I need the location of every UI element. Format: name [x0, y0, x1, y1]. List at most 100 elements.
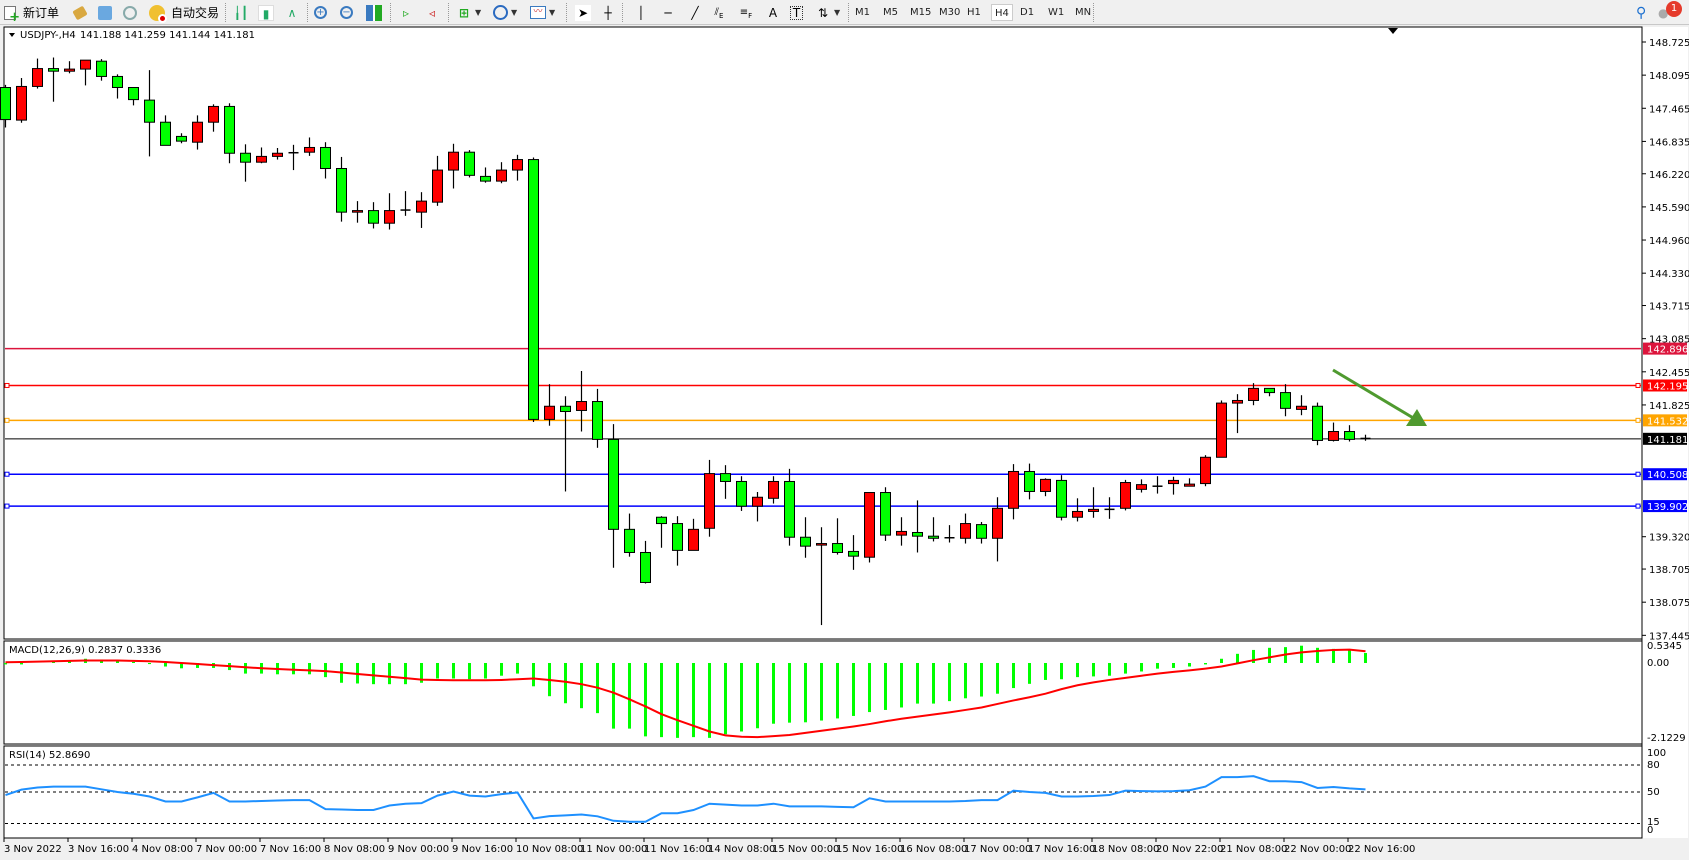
- candle: [944, 525, 955, 543]
- candle: [1168, 476, 1179, 495]
- periodicity-button[interactable]: ▼: [493, 3, 517, 22]
- timeframe-d1[interactable]: D1: [1020, 7, 1035, 18]
- level-price-label: 140.508: [1647, 470, 1688, 481]
- macd-tick-label: -2.1229: [1647, 733, 1686, 744]
- horizontal-line-button[interactable]: ─: [660, 3, 676, 22]
- level-price-label: 139.902: [1647, 502, 1688, 513]
- timeframe-mn[interactable]: MN: [1075, 7, 1092, 18]
- level-handle-right[interactable]: [1635, 471, 1641, 477]
- timeframe-m30[interactable]: M30: [939, 7, 961, 18]
- candle-body: [304, 146, 315, 153]
- candle: [16, 78, 27, 123]
- zoom-out-icon: −: [340, 6, 353, 19]
- horizontal-line-icon: ─: [664, 5, 672, 20]
- trendline-icon: ╱: [691, 5, 699, 20]
- candle: [128, 86, 139, 106]
- chevron-down-icon: ▼: [475, 8, 482, 17]
- price-tick-label: 148.725: [1649, 38, 1689, 49]
- zoom-in-button[interactable]: +: [314, 3, 327, 22]
- toolbar-separator: [566, 3, 567, 22]
- symbol-menu-icon[interactable]: [9, 33, 15, 37]
- candle: [1360, 434, 1371, 441]
- zoom-out-button[interactable]: −: [340, 3, 353, 22]
- candlestick-chart-button[interactable]: ▮: [258, 3, 274, 22]
- arrow-annotation[interactable]: [1332, 368, 1427, 426]
- bar-chart-button[interactable]: ╽┃: [233, 3, 249, 22]
- level-handle-right[interactable]: [1635, 417, 1641, 423]
- candle-body: [688, 528, 699, 551]
- candle-body: [16, 85, 27, 121]
- candle-body: [576, 401, 587, 411]
- chart-window[interactable]: 142.896 142.195 141.532 141.181 140.508 139.9…: [0, 25, 1689, 860]
- cursor-button[interactable]: ➤: [575, 3, 591, 22]
- candle: [224, 103, 235, 164]
- crosshair-button[interactable]: ┼: [600, 3, 616, 22]
- candle: [1296, 395, 1307, 416]
- timeframe-m15[interactable]: M15: [910, 7, 932, 18]
- equidistant-channel-button[interactable]: ⫽E: [711, 3, 727, 22]
- line-chart-button[interactable]: ∧: [284, 3, 300, 22]
- candle-body: [1136, 484, 1147, 490]
- market-watch-icon[interactable]: [72, 3, 88, 22]
- price-panel[interactable]: [3, 26, 1643, 640]
- candle: [112, 74, 123, 99]
- candle-body: [1056, 479, 1067, 518]
- candle-body: [448, 151, 459, 171]
- arrows-button[interactable]: ⇅ ▼: [815, 3, 840, 22]
- chart-shift-marker[interactable]: [1388, 28, 1398, 34]
- toolbar: + 新订单 自动交易 ╽┃ ▮ ∧ + − ▹ ◃ ⊞ ▼ ▼ 〰 ▼ ➤ ┼ │ …: [0, 0, 1689, 25]
- candle: [144, 70, 155, 157]
- level-price-tag: [1643, 468, 1687, 481]
- autoscroll-button[interactable]: ▹: [398, 3, 414, 22]
- fibonacci-button[interactable]: ≡F: [738, 3, 754, 22]
- text-label-button[interactable]: T: [790, 3, 803, 22]
- level-handle-right[interactable]: [1635, 382, 1641, 388]
- candle: [240, 144, 251, 182]
- candle-body: [176, 135, 187, 142]
- price-tick-label: 139.320: [1649, 533, 1689, 544]
- new-chart-button[interactable]: ⊞ ▼: [456, 3, 481, 22]
- time-tick-label: 17 Nov 00:00: [964, 844, 1031, 855]
- candle: [288, 144, 299, 171]
- tile-windows-button[interactable]: [366, 3, 382, 22]
- level-handle-left[interactable]: [4, 503, 10, 509]
- timeframe-h4[interactable]: H4: [991, 4, 1013, 21]
- level-handle-right[interactable]: [1635, 503, 1641, 509]
- level-handle-left[interactable]: [4, 471, 10, 477]
- navigator-icon[interactable]: [98, 3, 112, 22]
- text-label-icon: T: [790, 5, 803, 20]
- candle: [384, 193, 395, 230]
- chart-shift-button[interactable]: ◃: [424, 3, 440, 22]
- autotrade-button[interactable]: 自动交易: [149, 3, 219, 23]
- search-icon[interactable]: ⚲: [1636, 4, 1647, 21]
- vertical-line-button[interactable]: │: [633, 3, 649, 22]
- level-handle-left[interactable]: [4, 417, 10, 423]
- candle-body: [272, 152, 283, 157]
- candle: [1280, 384, 1291, 417]
- templates-button[interactable]: 〰 ▼: [530, 3, 555, 22]
- timeframe-h1[interactable]: H1: [967, 7, 981, 18]
- rsi-tick-label: 100: [1647, 748, 1666, 759]
- trendline-button[interactable]: ╱: [687, 3, 703, 22]
- candle: [816, 527, 827, 626]
- level-handle-left[interactable]: [4, 382, 10, 388]
- timeframe-m5[interactable]: M5: [883, 7, 898, 18]
- timeframe-m1[interactable]: M1: [855, 7, 870, 18]
- candle: [1088, 487, 1099, 518]
- new-order-icon: +: [4, 5, 20, 24]
- price-tick-label: 137.445: [1649, 631, 1689, 642]
- timeframe-w1[interactable]: W1: [1048, 7, 1065, 18]
- candle: [992, 497, 1003, 562]
- symbol-header: USDJPY-,H4: [20, 30, 76, 41]
- terminal-icon[interactable]: [123, 3, 137, 22]
- candle-body: [1200, 456, 1211, 485]
- candle-body: [1328, 431, 1339, 441]
- notifications-icon[interactable]: ●: [1658, 5, 1669, 20]
- text-tool-button[interactable]: A: [765, 3, 781, 22]
- candle-body: [864, 492, 875, 558]
- toolbar-separator: [848, 3, 849, 22]
- new-order-button[interactable]: + 新订单: [4, 3, 59, 24]
- candle: [512, 154, 523, 181]
- candle: [96, 59, 107, 81]
- price-axis[interactable]: [1642, 27, 1688, 838]
